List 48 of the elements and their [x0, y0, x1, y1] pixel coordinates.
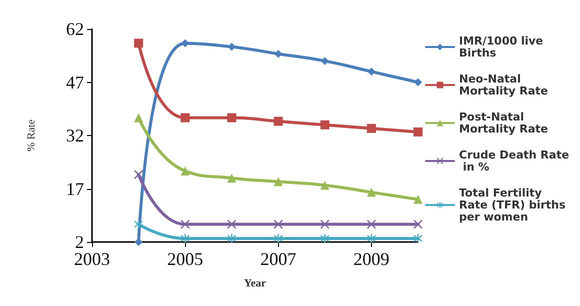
point	[366, 188, 376, 197]
point	[274, 234, 283, 243]
y-tick-label: 2	[75, 232, 84, 252]
point	[228, 42, 236, 51]
point	[180, 220, 190, 229]
point	[134, 38, 144, 48]
point	[227, 234, 236, 243]
legend-label: Post-Natal Mortality Rate	[459, 110, 548, 136]
point	[274, 116, 283, 126]
point	[227, 174, 236, 183]
point	[320, 180, 330, 190]
point	[134, 113, 144, 122]
point	[366, 124, 376, 133]
point	[134, 238, 143, 246]
point	[366, 220, 376, 229]
y-tick-label: 32	[66, 126, 84, 146]
point	[227, 113, 236, 122]
x-tick-label: 2007	[260, 249, 296, 269]
point	[367, 68, 376, 76]
y-axis-title: % Rate	[26, 119, 38, 152]
point	[320, 220, 330, 229]
point	[414, 194, 422, 204]
x-axis-title: Year	[244, 278, 266, 290]
point	[414, 234, 422, 243]
point	[134, 220, 144, 229]
x-tick-label: 2005	[167, 249, 204, 269]
legend-label: Total Fertility Rate (TFR) births per women	[459, 186, 570, 224]
point	[366, 234, 376, 243]
point	[134, 170, 144, 180]
point	[180, 113, 190, 122]
legend-label: IMR/1000 live Births	[459, 34, 547, 60]
y-tick-label: 47	[66, 72, 84, 92]
point	[180, 234, 190, 243]
x-tick-label: 2003	[74, 249, 110, 269]
point	[320, 234, 330, 243]
point	[274, 177, 283, 186]
legend-label: Crude Death Rate in %	[459, 148, 570, 174]
point	[274, 50, 282, 58]
point	[320, 56, 329, 65]
y-tick-label: 62	[66, 19, 84, 39]
point	[414, 220, 422, 229]
point	[180, 166, 190, 176]
point	[320, 120, 330, 130]
legend-label: Neo-Natal Mortality Rate	[459, 72, 548, 98]
point	[414, 127, 422, 136]
x-tick-label: 2009	[353, 249, 390, 269]
point	[414, 78, 422, 86]
y-tick-label: 17	[66, 178, 84, 199]
